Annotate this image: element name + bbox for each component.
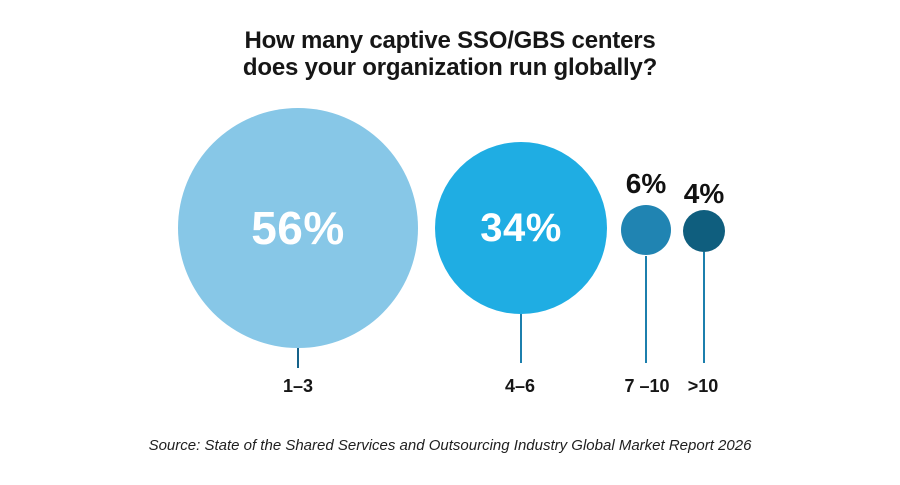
bubble-gt-10 [683,210,725,252]
category-label-gt-10: >10 [687,376,719,396]
source-attribution: Source: State of the Shared Services and… [148,437,752,454]
bubble-7-10 [621,205,671,255]
category-label-1-3: 1–3 [282,376,314,396]
bubble-gt-10-value: 4% [683,178,725,209]
chart-title: How many captive SSO/GBS centers does yo… [0,27,900,81]
category-label-4-6: 4–6 [504,376,536,396]
bubble-4-6-value: 34% [480,205,562,250]
bubble-1-3: 56% [178,108,418,348]
chart-title-line-1: How many captive SSO/GBS centers [244,27,656,54]
bubble-4-6: 34% [435,142,607,314]
stem-1-3 [297,348,299,368]
category-label-7-10: 7 –10 [624,376,670,396]
chart-title-line-2: does your organization run globally? [242,54,658,81]
bubble-7-10-value: 6% [625,168,667,199]
stem-4-6 [520,314,522,363]
bubble-1-3-value: 56% [251,202,345,254]
stem-gt-10 [703,252,705,363]
stem-7-10 [645,256,647,363]
